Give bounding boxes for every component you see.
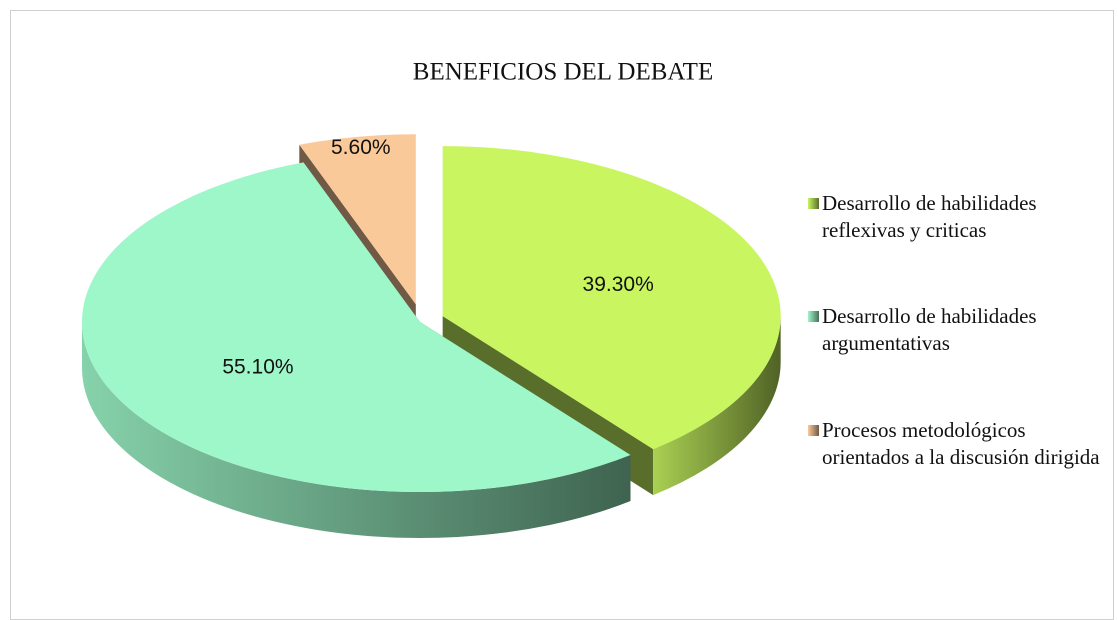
- slice-top: [82, 162, 631, 493]
- legend-label: Procesos metodológicos orientados a la d…: [822, 418, 1100, 469]
- legend-label: Desarrollo de habilidades reflexivas y c…: [822, 191, 1037, 242]
- legend-item: Procesos metodológicos orientados a la d…: [808, 417, 1108, 471]
- legend-item: Desarrollo de habilidades reflexivas y c…: [808, 190, 1108, 244]
- legend-marker: [808, 425, 819, 436]
- legend-label: Desarrollo de habilidades argumentativas: [822, 304, 1037, 355]
- legend-marker: [808, 198, 819, 209]
- data-label: 55.10%: [222, 355, 293, 378]
- slice-top: [299, 134, 416, 305]
- data-label: 39.30%: [583, 273, 654, 296]
- slice-wall: [653, 316, 781, 496]
- slice: [82, 162, 631, 539]
- legend-item: Desarrollo de habilidades argumentativas: [808, 303, 1108, 357]
- data-label: 5.60%: [331, 136, 391, 159]
- slice-top: [442, 146, 781, 450]
- chart-title: BENEFICIOS DEL DEBATE: [413, 59, 713, 86]
- slice-wall: [82, 322, 631, 539]
- legend-marker: [808, 311, 819, 322]
